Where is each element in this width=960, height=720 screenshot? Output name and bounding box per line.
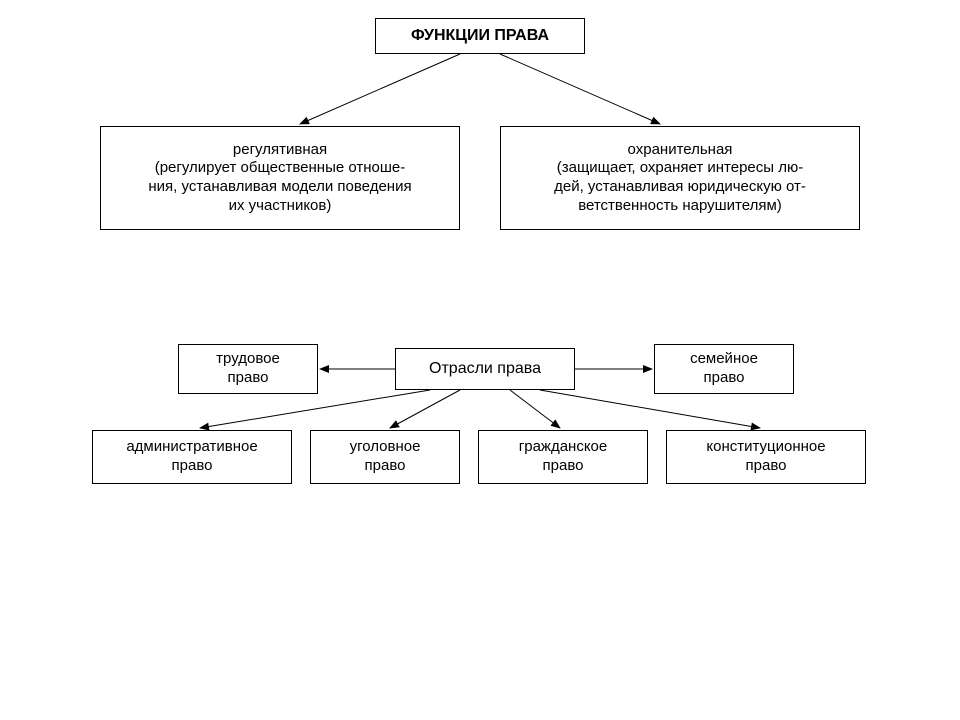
branch-constitutional-box: конституционноеправо [666, 430, 866, 484]
function-protective-label: охранительная(защищает, охраняет интерес… [554, 141, 806, 216]
function-regulative-box: регулятивная(регулирует общественные отн… [100, 126, 460, 230]
branch-admin-label: административноеправо [126, 438, 257, 476]
branch-civil-label: гражданскоеправо [519, 438, 607, 476]
functions-root-label: ФУНКЦИИ ПРАВА [411, 26, 549, 46]
branches-root-box: Отрасли права [395, 348, 575, 390]
branch-family-box: семейноеправо [654, 344, 794, 394]
function-regulative-label: регулятивная(регулирует общественные отн… [148, 141, 411, 216]
branch-admin-box: административноеправо [92, 430, 292, 484]
branch-family-label: семейноеправо [690, 350, 758, 388]
branch-criminal-label: уголовноеправо [350, 438, 421, 476]
branch-civil-box: гражданскоеправо [478, 430, 648, 484]
function-protective-box: охранительная(защищает, охраняет интерес… [500, 126, 860, 230]
branch-labor-box: трудовоеправо [178, 344, 318, 394]
branches-root-label: Отрасли права [429, 359, 541, 379]
branch-criminal-box: уголовноеправо [310, 430, 460, 484]
branch-labor-label: трудовоеправо [216, 350, 280, 388]
functions-root-box: ФУНКЦИИ ПРАВА [375, 18, 585, 54]
branch-constitutional-label: конституционноеправо [706, 438, 825, 476]
